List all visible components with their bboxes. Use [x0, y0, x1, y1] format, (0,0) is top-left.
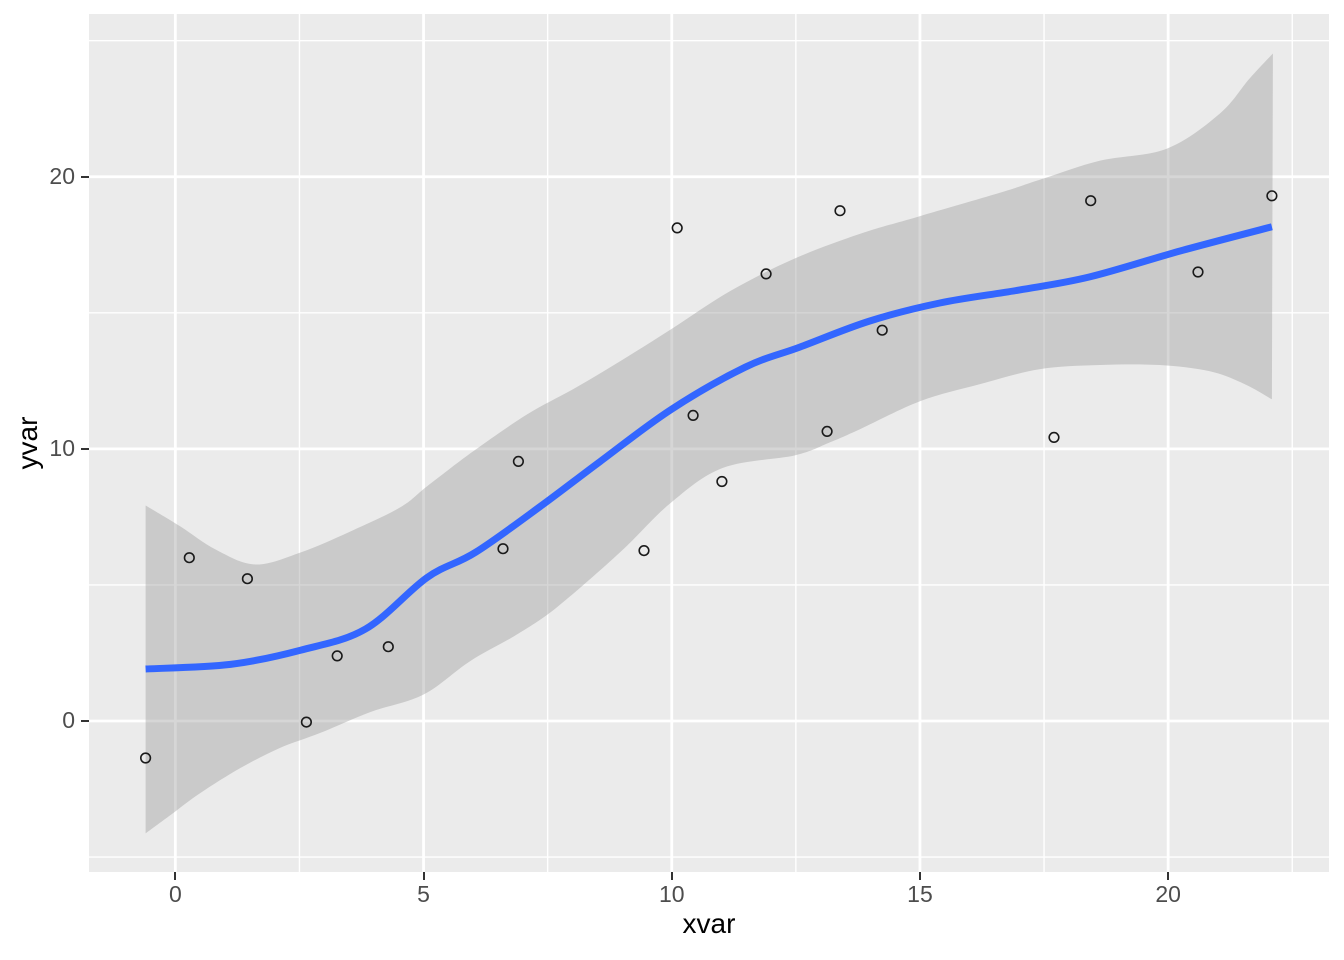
x-tick-mark [1167, 872, 1170, 880]
major-gridlines [89, 14, 1329, 872]
data-point [139, 752, 152, 764]
data-point [183, 552, 195, 564]
x-tick-label: 10 [658, 881, 685, 907]
data-point [331, 650, 343, 662]
x-tick-label: 20 [1155, 881, 1181, 907]
data-point [300, 716, 312, 728]
data-point [876, 324, 888, 336]
x-tick-mark [670, 872, 673, 880]
data-point [760, 268, 772, 280]
data-point [1048, 431, 1060, 444]
x-axis-title: xvar [682, 908, 736, 939]
data-point [241, 573, 253, 585]
y-tick-mark [81, 719, 89, 722]
data-point [497, 543, 509, 555]
x-tick-mark [174, 872, 177, 880]
data-point [834, 205, 846, 217]
data-point [512, 455, 525, 468]
data-point [1085, 195, 1097, 207]
data-point [821, 425, 833, 438]
data-point [716, 475, 728, 488]
data-point [382, 641, 394, 653]
x-tick-mark [918, 872, 921, 880]
data-point [687, 409, 699, 422]
y-tick-mark [81, 447, 89, 450]
confidence-ribbon [145, 53, 1273, 834]
data-point [1266, 190, 1278, 202]
plot-panel [89, 14, 1329, 872]
minor-gridlines [89, 14, 1329, 872]
data-point [671, 222, 683, 234]
y-axis-title: yvar [12, 416, 43, 470]
y-tick-label: 0 [62, 706, 75, 733]
x-tick-label: 0 [168, 881, 182, 907]
x-tick-label: 15 [907, 881, 933, 907]
x-tick-mark [422, 872, 425, 880]
data-point [1192, 266, 1204, 278]
data-point [638, 544, 650, 557]
y-tick-label: 20 [49, 162, 75, 189]
y-tick-mark [81, 175, 89, 178]
smooth-line [145, 223, 1273, 673]
scatter-points [139, 190, 1278, 764]
x-tick-label: 5 [417, 881, 430, 907]
plot-canvas [89, 14, 1329, 872]
